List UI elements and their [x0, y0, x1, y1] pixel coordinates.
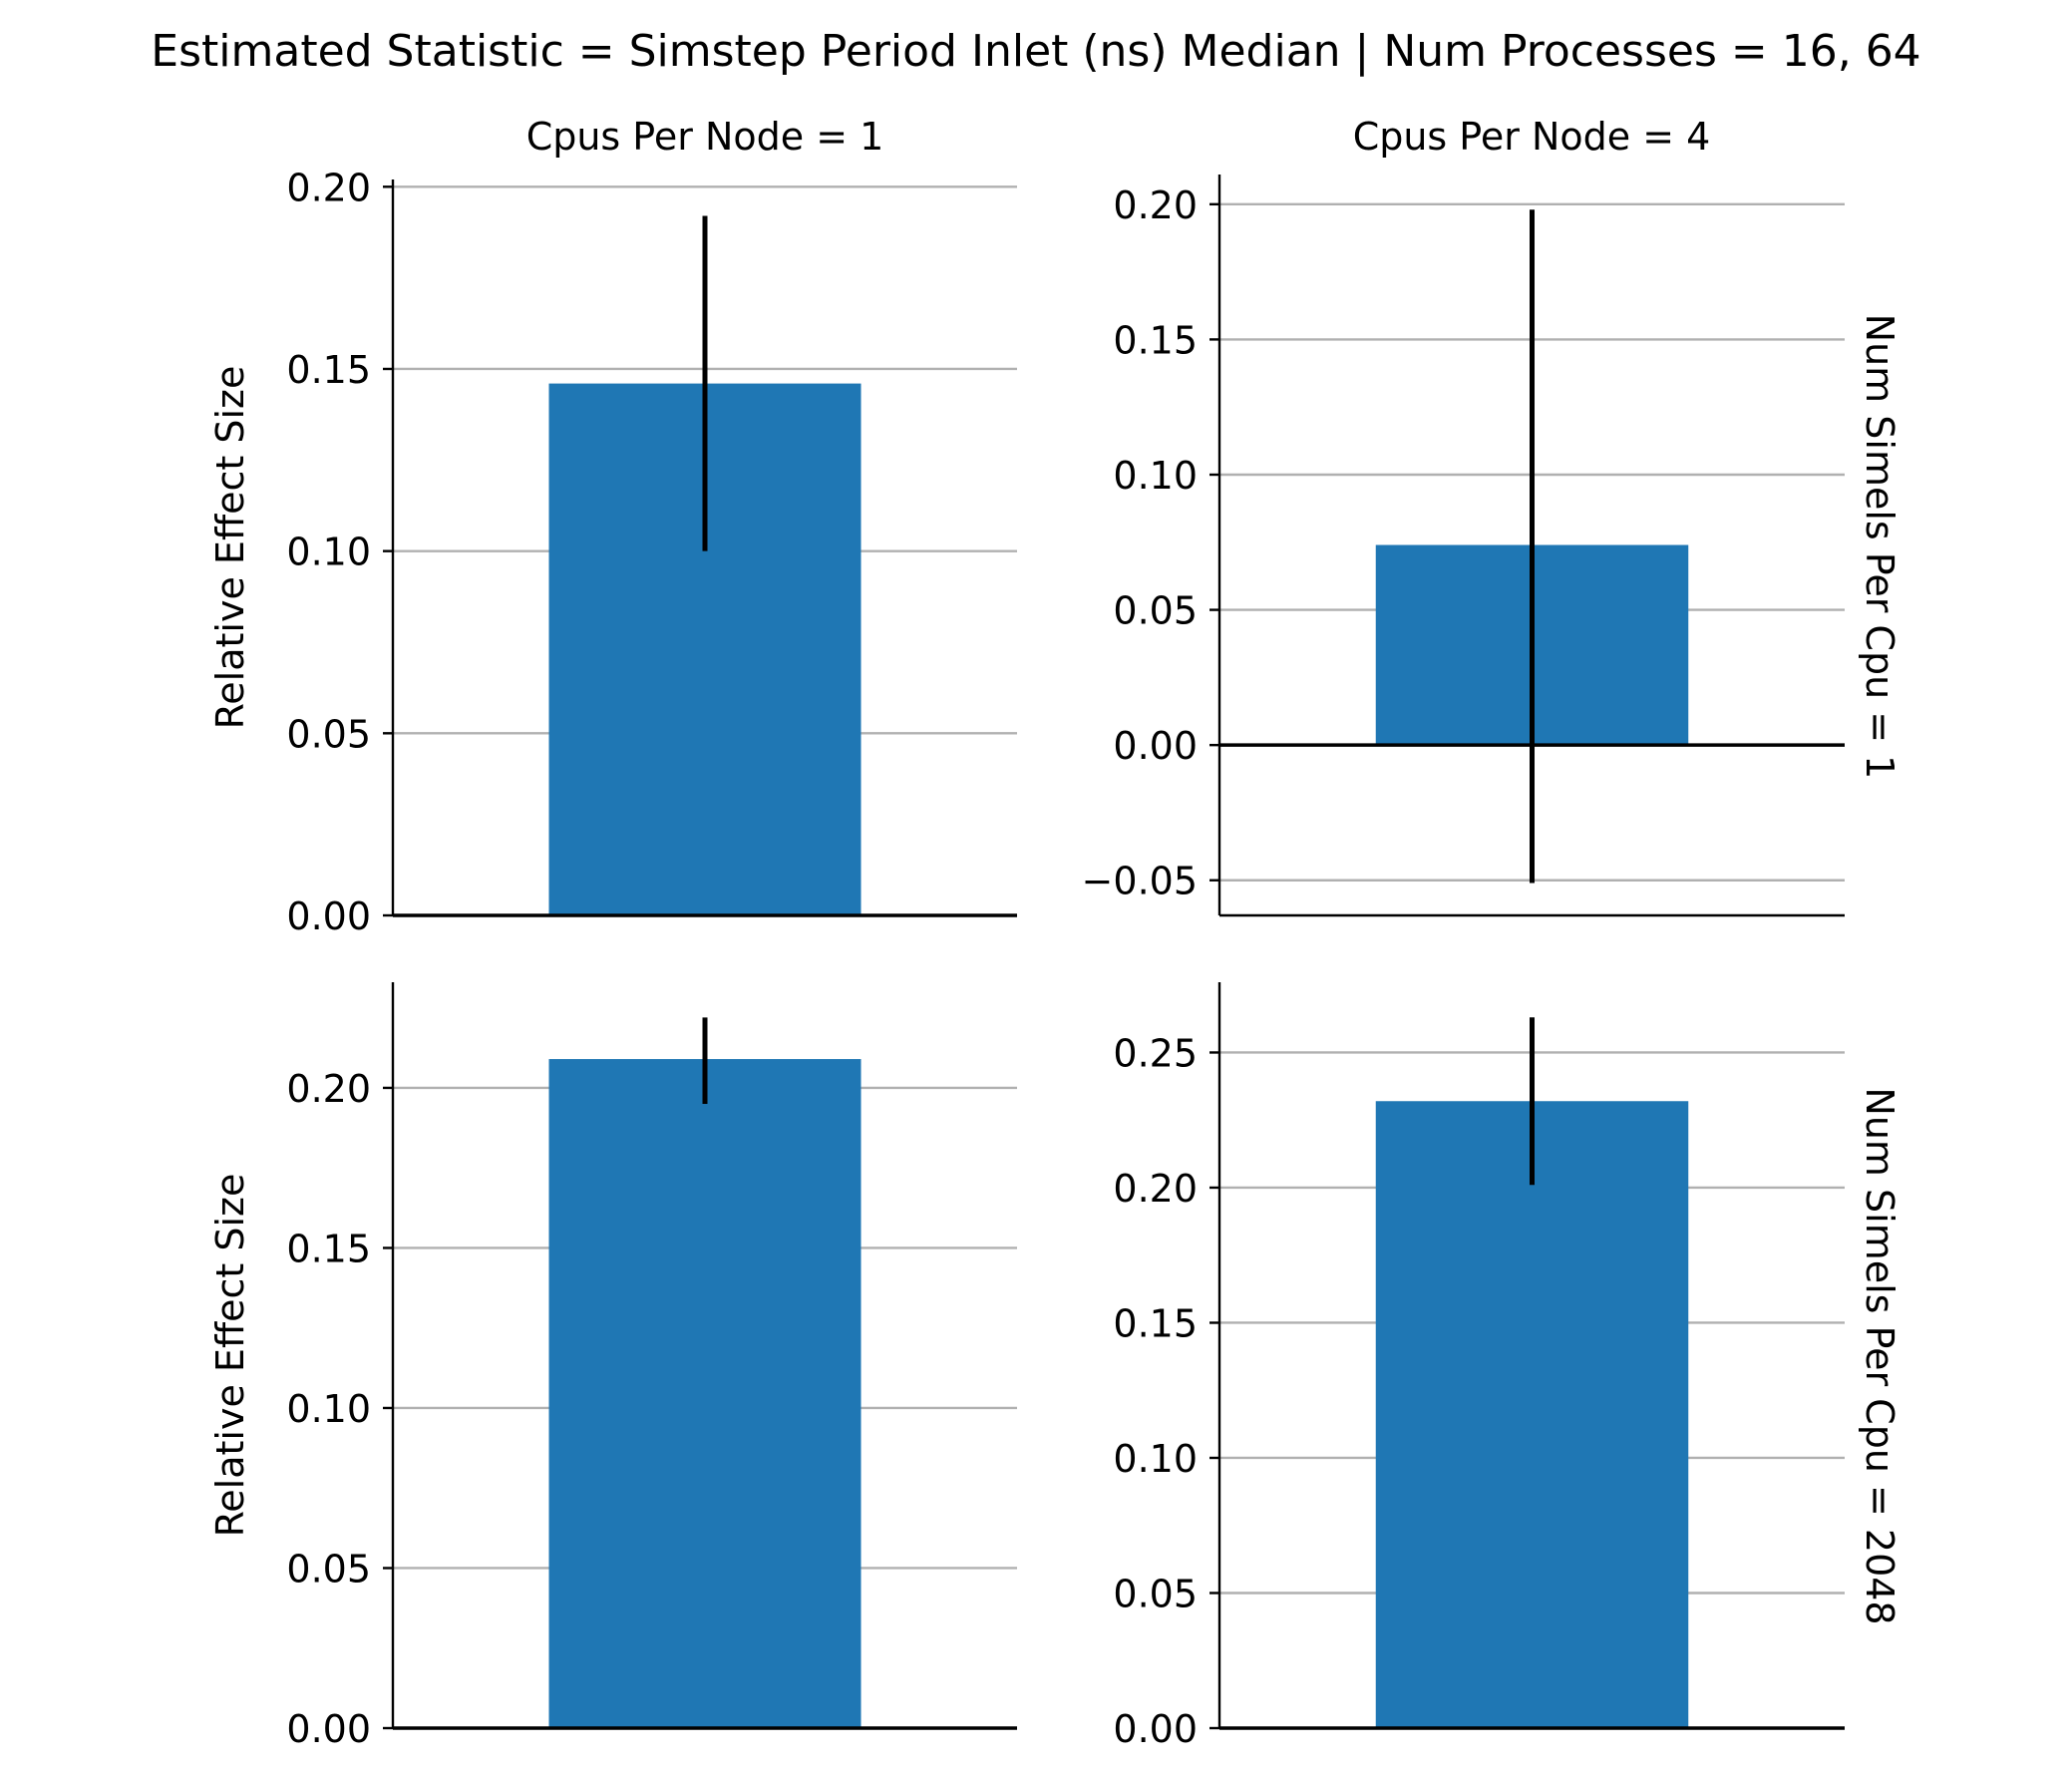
col-title-2: Cpus Per Node = 4 [1353, 115, 1711, 159]
y-tick-label: 0.20 [1113, 1167, 1198, 1211]
y-tick-label: 0.05 [1113, 589, 1198, 633]
y-tick-label: 0.00 [286, 894, 371, 938]
row-title-1: Num Simels Per Cpu = 1 [1858, 314, 1901, 780]
y-tick-label: 0.10 [286, 1387, 371, 1431]
y-tick-label: 0.15 [1113, 1301, 1198, 1345]
y-tick-label: 0.10 [1113, 454, 1198, 498]
y-tick-label: 0.20 [1113, 183, 1198, 227]
y-tick-label: −0.05 [1082, 860, 1198, 903]
y-tick-label: 0.25 [1113, 1031, 1198, 1075]
panel-3: 0.00 0.05 0.10 0.15 0.20 [286, 982, 1017, 1751]
panel-2: −0.05 0.00 0.05 0.10 0.15 0.20 [1082, 175, 1845, 917]
y-tick-label: 0.20 [286, 1067, 371, 1111]
y-tick-label: 0.00 [1113, 724, 1198, 768]
y-tick-label: 0.10 [1113, 1437, 1198, 1481]
y-tick-label: 0.15 [286, 348, 371, 392]
y-tick-label: 0.00 [1113, 1707, 1198, 1751]
bar [1375, 1101, 1689, 1728]
y-tick-label: 0.00 [286, 1707, 371, 1751]
row-title-2: Num Simels Per Cpu = 2048 [1858, 1087, 1901, 1624]
bar [548, 1059, 862, 1728]
y-tick-label: 0.20 [286, 166, 371, 209]
y-tick-label: 0.15 [1113, 318, 1198, 362]
y-tick-label: 0.05 [286, 712, 371, 756]
y-axis-label-top: Relative Effect Size [208, 366, 252, 730]
panels: 0.00 0.05 0.10 0.15 0.20 −0.05 0.00 0.05 0.10 0.1… [208, 115, 1901, 1751]
panel-1: 0.00 0.05 0.10 0.15 0.20 [286, 166, 1017, 938]
panel-4: 0.00 0.05 0.10 0.15 0.20 0.25 [1113, 982, 1845, 1751]
figure-title: Estimated Statistic = Simstep Period Inl… [151, 26, 1920, 77]
y-tick-label: 0.05 [1113, 1572, 1198, 1615]
y-tick-label: 0.05 [286, 1547, 371, 1591]
y-axis-label-bottom: Relative Effect Size [208, 1174, 252, 1538]
col-title-1: Cpus Per Node = 1 [526, 115, 884, 159]
y-tick-label: 0.10 [286, 531, 371, 574]
y-tick-label: 0.15 [286, 1227, 371, 1270]
